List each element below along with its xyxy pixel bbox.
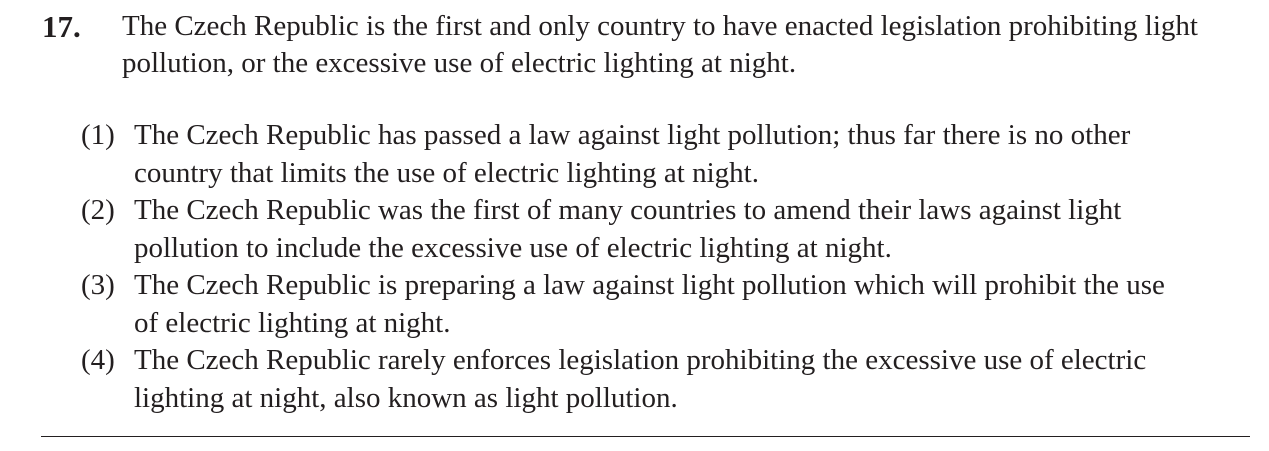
answer-choice-2[interactable]: (2) The Czech Republic was the first of …: [81, 192, 1191, 267]
choice-marker: (2): [81, 194, 115, 226]
answer-choices: (1) The Czech Republic has passed a law …: [81, 117, 1191, 417]
choice-text: The Czech Republic has passed a law agai…: [134, 119, 1131, 189]
question-stem: The Czech Republic is the first and only…: [122, 10, 1198, 79]
answer-choice-3[interactable]: (3) The Czech Republic is preparing a la…: [81, 267, 1191, 342]
choice-text: The Czech Republic is preparing a law ag…: [134, 269, 1165, 339]
choice-marker: (4): [81, 344, 115, 376]
choice-text: The Czech Republic was the first of many…: [134, 194, 1122, 264]
bottom-divider: [41, 436, 1250, 437]
choice-marker: (3): [81, 269, 115, 301]
question-number: 17.: [42, 9, 81, 44]
choice-marker: (1): [81, 119, 115, 151]
choice-text: The Czech Republic rarely enforces legis…: [134, 344, 1147, 414]
answer-choice-4[interactable]: (4) The Czech Republic rarely enforces l…: [81, 342, 1191, 417]
answer-choice-1[interactable]: (1) The Czech Republic has passed a law …: [81, 117, 1191, 192]
